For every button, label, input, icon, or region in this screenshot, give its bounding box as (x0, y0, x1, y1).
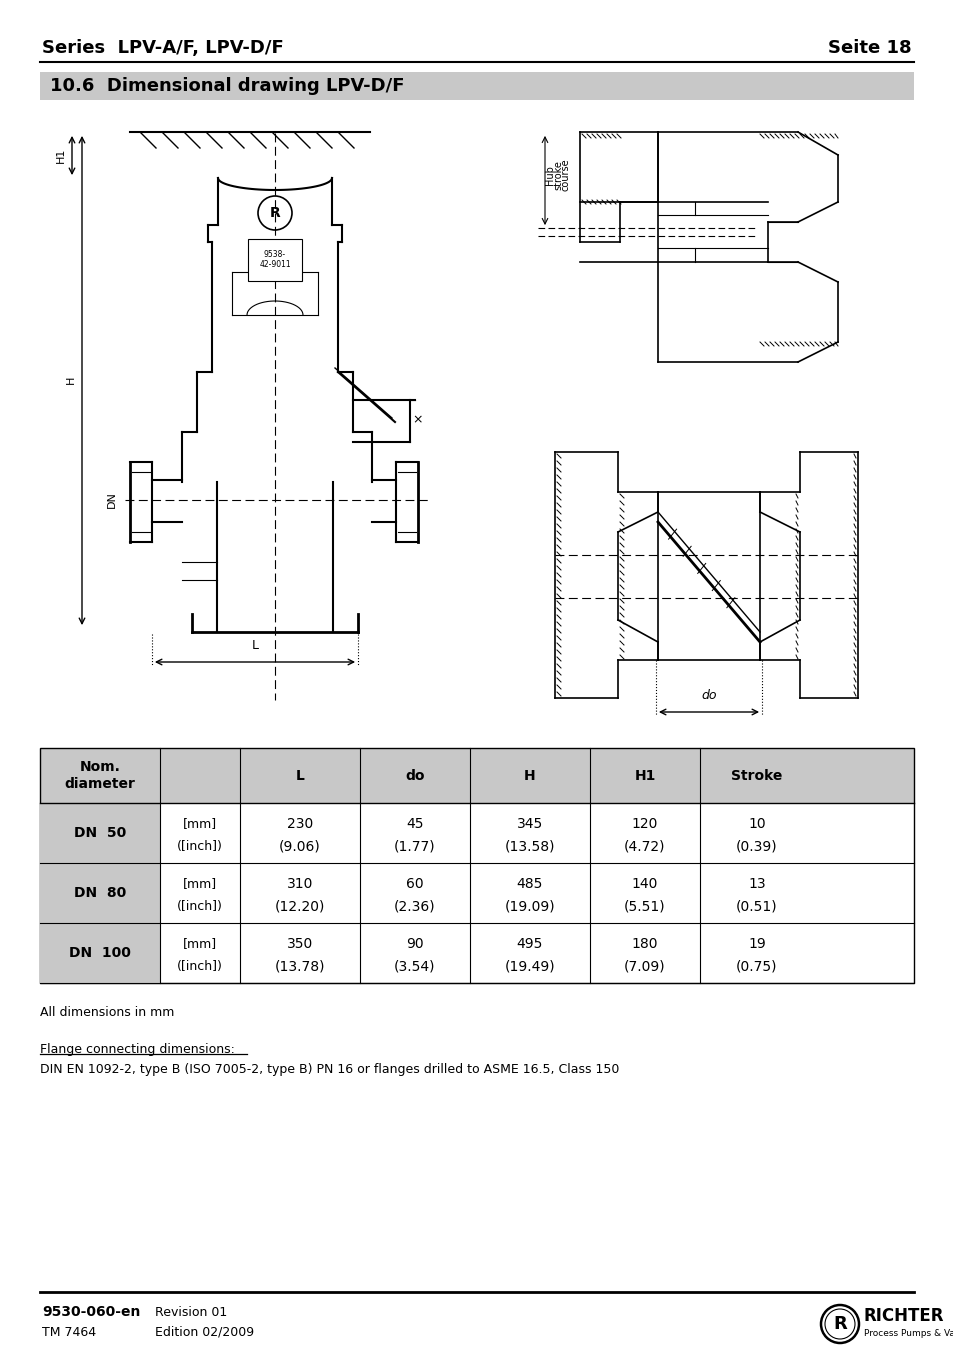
Text: 13: 13 (747, 877, 765, 892)
Text: (0.51): (0.51) (736, 900, 777, 913)
Text: (7.09): (7.09) (623, 959, 665, 973)
Text: DN: DN (107, 492, 117, 508)
Text: L: L (252, 639, 258, 653)
Text: ([inch]): ([inch]) (177, 840, 223, 852)
Text: 230: 230 (287, 817, 313, 831)
Text: (0.75): (0.75) (736, 959, 777, 973)
Text: H: H (66, 376, 76, 384)
Text: ([inch]): ([inch]) (177, 959, 223, 973)
Text: 180: 180 (631, 938, 658, 951)
Text: 9530-060-en: 9530-060-en (42, 1305, 140, 1319)
Text: (9.06): (9.06) (279, 839, 320, 854)
Text: RICHTER: RICHTER (863, 1306, 943, 1325)
Text: do: do (405, 769, 424, 782)
Text: (5.51): (5.51) (623, 900, 665, 913)
Text: (2.36): (2.36) (394, 900, 436, 913)
Text: (3.54): (3.54) (394, 959, 436, 973)
Text: 10.6  Dimensional drawing LPV-D/F: 10.6 Dimensional drawing LPV-D/F (50, 77, 404, 95)
Text: 485: 485 (517, 877, 542, 892)
Text: Process Pumps & Valves: Process Pumps & Valves (863, 1328, 953, 1337)
Text: course: course (560, 158, 571, 192)
Text: DN  50: DN 50 (73, 825, 126, 840)
Text: R: R (270, 205, 280, 220)
Text: L: L (295, 769, 304, 782)
Text: stroke: stroke (553, 159, 562, 190)
Text: ([inch]): ([inch]) (177, 900, 223, 913)
Text: Seite 18: Seite 18 (827, 39, 911, 57)
FancyBboxPatch shape (40, 802, 160, 863)
Text: DN  80: DN 80 (73, 886, 126, 900)
Text: 345: 345 (517, 817, 542, 831)
Text: Series  LPV-A/F, LPV-D/F: Series LPV-A/F, LPV-D/F (42, 39, 283, 57)
Text: (1.77): (1.77) (394, 839, 436, 854)
Text: Flange connecting dimensions:: Flange connecting dimensions: (40, 1043, 234, 1055)
Text: 140: 140 (631, 877, 658, 892)
Text: Stroke: Stroke (731, 769, 781, 782)
Text: (0.39): (0.39) (736, 839, 777, 854)
Text: [mm]: [mm] (183, 938, 217, 951)
FancyBboxPatch shape (40, 72, 913, 100)
Text: 19: 19 (747, 938, 765, 951)
Text: 45: 45 (406, 817, 423, 831)
Text: H1: H1 (56, 147, 66, 162)
Text: 60: 60 (406, 877, 423, 892)
Text: 9538-
42-9011: 9538- 42-9011 (259, 250, 291, 269)
Text: (4.72): (4.72) (623, 839, 665, 854)
Text: ×: × (413, 413, 423, 427)
Text: TM 7464: TM 7464 (42, 1325, 96, 1339)
Text: 310: 310 (287, 877, 313, 892)
Text: (19.49): (19.49) (504, 959, 555, 973)
FancyBboxPatch shape (40, 748, 913, 802)
Text: 90: 90 (406, 938, 423, 951)
FancyBboxPatch shape (40, 923, 160, 984)
Text: DN  100: DN 100 (69, 946, 131, 961)
Text: 350: 350 (287, 938, 313, 951)
Text: 120: 120 (631, 817, 658, 831)
Text: H1: H1 (634, 769, 655, 782)
Text: do: do (700, 689, 716, 703)
Text: Hub: Hub (544, 165, 555, 185)
Text: R: R (832, 1315, 846, 1333)
Text: [mm]: [mm] (183, 878, 217, 890)
Text: Nom.
diameter: Nom. diameter (65, 761, 135, 790)
Text: Revision 01: Revision 01 (154, 1305, 227, 1319)
Text: (12.20): (12.20) (274, 900, 325, 913)
Text: H: H (523, 769, 536, 782)
FancyBboxPatch shape (40, 863, 160, 923)
Text: (19.09): (19.09) (504, 900, 555, 913)
Text: All dimensions in mm: All dimensions in mm (40, 1006, 174, 1020)
Text: (13.58): (13.58) (504, 839, 555, 854)
Text: DIN EN 1092-2, type B (ISO 7005-2, type B) PN 16 or flanges drilled to ASME 16.5: DIN EN 1092-2, type B (ISO 7005-2, type … (40, 1062, 618, 1075)
Text: 10: 10 (747, 817, 765, 831)
Text: Edition 02/2009: Edition 02/2009 (154, 1325, 253, 1339)
Text: (13.78): (13.78) (274, 959, 325, 973)
Text: 495: 495 (517, 938, 542, 951)
Text: [mm]: [mm] (183, 817, 217, 831)
